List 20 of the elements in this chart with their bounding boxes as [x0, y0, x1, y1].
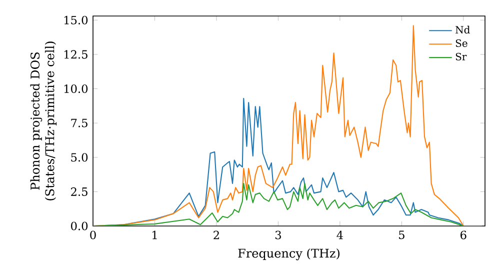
- x-axis-title: Frequency (THz): [238, 248, 340, 260]
- legend-label: Sr: [456, 52, 467, 60]
- x-tick-label: 3: [275, 230, 281, 240]
- y-tick-label: 0.0: [71, 222, 88, 230]
- legend-label: Nd: [456, 26, 470, 34]
- y-tick-label: 5.0: [71, 153, 88, 162]
- y-tick-label: 10.0: [64, 84, 88, 94]
- x-tick-label: 2: [214, 230, 219, 240]
- y-axis-title: Phonon projected DOS (States/THz·primitive cell): [30, 42, 57, 200]
- y-tick-label: 2.5: [71, 187, 88, 196]
- x-tick-label: 5: [399, 230, 404, 240]
- y-tick-label: 12.5: [64, 50, 88, 59]
- x-tick-label: 0: [90, 230, 96, 240]
- x-tick-label: 1: [152, 230, 157, 240]
- x-tick-label: 4: [336, 230, 343, 240]
- legend-label: Se: [456, 39, 468, 47]
- y-tick-label: 7.5: [71, 118, 88, 128]
- x-tick-label: 6: [460, 230, 466, 240]
- line-series: [93, 182, 482, 226]
- y-tick-label: 15.0: [64, 16, 88, 24]
